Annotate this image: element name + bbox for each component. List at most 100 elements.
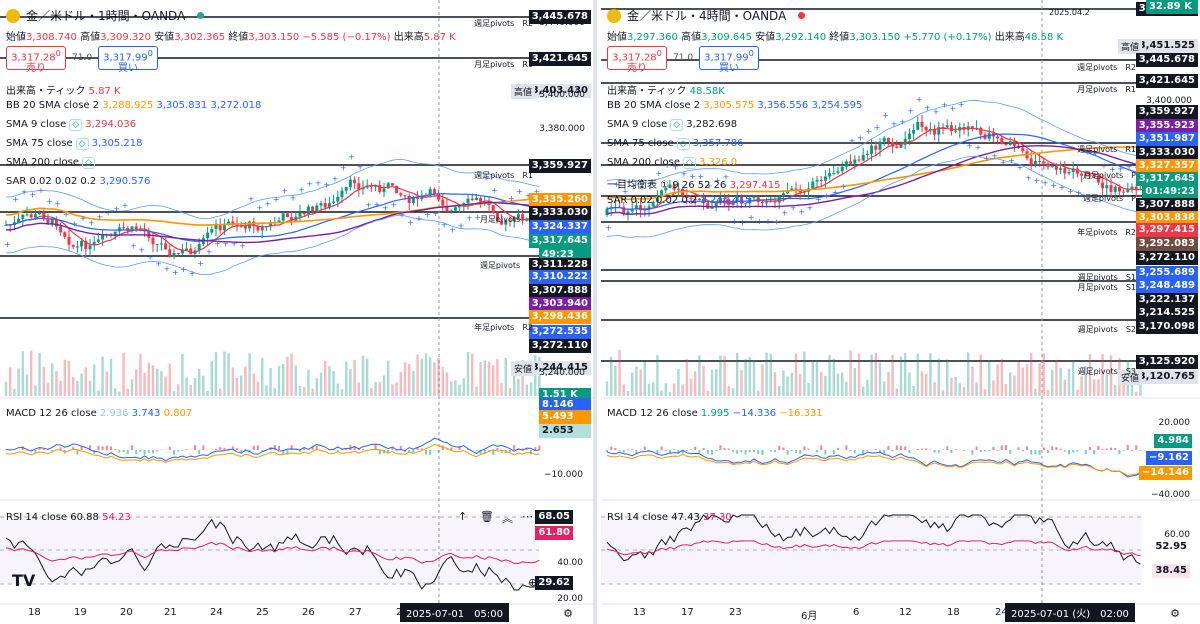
legend-bb[interactable]: BB 20 SMA close 2 3,288.925 3,305.831 3,… [6, 100, 262, 111]
rsi-legend[interactable]: RSI 14 close 47.43 37.30 [607, 512, 732, 523]
chart-panel-4h[interactable]: + + + + + + + + + + + + + + + + + + + + + + + + + + + + + + + + + + + + + + + +… [601, 0, 1200, 624]
volume-bar [135, 369, 138, 396]
legend-sma75[interactable]: SMA 75 close ◇ 3,305.218 [6, 138, 143, 150]
sell-button[interactable]: 3,317.280 売り [607, 46, 667, 74]
price-label: 3,303.838 [1135, 211, 1198, 225]
legend-sma9[interactable]: SMA 9 close ◇ 3,282.698 [607, 119, 738, 131]
macd-hist-bar [837, 447, 839, 450]
macd-hist-bar [227, 450, 230, 452]
legend-sma9[interactable]: SMA 9 close ◇ 3,294.036 [6, 119, 137, 131]
volume-bar [378, 381, 381, 396]
legend-sar[interactable]: SAR 0.02 0.02 0.2 3,290.576 [6, 176, 151, 187]
buy-button[interactable]: 3,317.990 買い [98, 46, 159, 74]
macd-hist-bar [273, 445, 276, 450]
visibility-icon[interactable]: ◇ [683, 157, 696, 169]
candle-body [1012, 141, 1016, 146]
candle-body [811, 181, 815, 189]
volume-bar [1046, 389, 1050, 396]
volume-bar [605, 381, 609, 396]
volume-bar [450, 381, 453, 396]
sar-dot: + [113, 204, 120, 213]
sar-dot: + [941, 101, 948, 110]
legend-sma200[interactable]: SMA 200 close ◇ 3,326.0 [607, 157, 738, 169]
rsi-legend[interactable]: RSI 14 close 60.88 54.23 [6, 512, 131, 523]
candle-body [886, 137, 890, 143]
candle-body [630, 208, 634, 212]
macd-legend[interactable]: MACD 12 26 close 1.995 −14.336 −16.331 [607, 408, 823, 419]
candle-body [319, 203, 323, 206]
macd-hist-bar [782, 447, 785, 450]
more-icon[interactable]: ⋯ [522, 510, 533, 523]
volume-bar [1135, 391, 1138, 396]
legend-volume[interactable]: 出来高・ティック 5.87 K [6, 86, 121, 97]
volume-bar [4, 381, 8, 396]
sar-dot: + [1017, 163, 1024, 172]
sar-dot: + [21, 188, 28, 197]
visibility-icon[interactable]: ◇ [75, 138, 89, 150]
candle-body [445, 205, 449, 211]
symbol-header[interactable]: 金／米ドル・1時間・OANDA [6, 7, 205, 24]
rsi-tick: 20.00 [557, 594, 583, 604]
volume-bar [30, 350, 33, 396]
price-chart-1h[interactable]: +++ + ++ ++++ ++ + + ++ ++++ + + ++++ + + +++ + +++++ + ++… [0, 0, 597, 624]
price-chart-4h[interactable]: ++++ + +++ ++ + +++ ++ ++ + + +++ + ++ + +++ ++ +++ ++++ +… [601, 0, 1200, 624]
legend-sar[interactable]: SAR 0.02 0.02 0.2 3,244.415 [607, 195, 752, 206]
candle-body [643, 209, 647, 211]
volume-bar [458, 384, 461, 396]
price-label: 32.89 K [1146, 0, 1198, 14]
volume-bar [614, 365, 617, 396]
time-axis[interactable]: 18 19 20 21 24 25 26 27 2 [0, 602, 537, 624]
volume-bar [534, 355, 537, 396]
price-label: 3,248.489 [1135, 279, 1198, 293]
macd-hist-bar [240, 450, 243, 454]
x-tick: 19 [74, 607, 87, 618]
symbol-header[interactable]: 金／米ドル・4時間・OANDA [607, 7, 806, 24]
buy-button[interactable]: 3,317.990 買い [699, 46, 760, 74]
sar-dot: + [655, 169, 662, 178]
add-icon[interactable]: ⊕ [528, 576, 538, 589]
settings-icon[interactable]: ⚙ [563, 607, 573, 620]
legend-volume[interactable]: 出来高・ティック 48.58K [607, 86, 725, 97]
market-open-icon [197, 12, 205, 19]
candle-body [681, 188, 685, 197]
collapse-icon[interactable]: ︽ [502, 512, 513, 525]
trash-icon[interactable]: 🗑 [480, 510, 494, 523]
macd-hist-bar [664, 450, 667, 452]
visibility-icon[interactable]: ◇ [670, 119, 684, 131]
y-tick: 3,380.000 [539, 124, 585, 134]
arrow-up-icon[interactable]: ↑ [458, 510, 468, 523]
candle-body [470, 198, 474, 200]
visibility-icon[interactable]: ◇ [676, 138, 690, 150]
time-axis[interactable]: 13 17 23 6月 6 12 18 24 [601, 602, 1144, 624]
volume-bar [807, 383, 810, 396]
macd-hist-bar [996, 450, 999, 451]
volume-bar [673, 383, 676, 396]
volume-bar [946, 359, 949, 396]
rsi-value-label: 52.95 [1152, 540, 1190, 554]
legend-sma200[interactable]: SMA 200 close ◇ [6, 157, 98, 169]
visibility-icon[interactable]: ◇ [69, 119, 83, 131]
candle-body [348, 179, 352, 187]
settings-icon[interactable]: ⚙ [1170, 607, 1180, 620]
legend-sma75[interactable]: SMA 75 close ◇ 3,357.786 [607, 138, 744, 150]
volume-bar [441, 367, 444, 396]
candle-body [710, 207, 714, 209]
macd-hist-bar [76, 450, 79, 455]
macd-hist-bar [761, 450, 764, 455]
legend-ichimoku[interactable]: 一目均衡表 ① 9 26 52 26 3,297.415 [607, 180, 781, 191]
volume-bar [391, 384, 394, 396]
sar-dot: + [672, 163, 679, 172]
sar-dot: + [105, 209, 112, 218]
visibility-icon[interactable]: ◇ [82, 157, 95, 169]
volume-bar [773, 372, 777, 396]
chart-panel-1h[interactable]: + + + + + + + + + + + + + + + + + + + + + + + + + + + + + + + + + + + + + + + +… [0, 0, 597, 624]
legend-bb[interactable]: BB 20 SMA close 2 3,305.575 3,356.556 3,… [607, 100, 863, 111]
sell-button[interactable]: 3,317.280 売り [6, 46, 66, 74]
volume-bar [160, 370, 163, 396]
macd-hist-bar [711, 450, 713, 455]
candle-body [878, 141, 882, 150]
candle-body [428, 189, 432, 196]
macd-hist-bar [975, 446, 978, 450]
sar-dot: + [681, 170, 688, 179]
macd-legend[interactable]: MACD 12 26 close 2.936 3.743 0.807 [6, 408, 193, 419]
